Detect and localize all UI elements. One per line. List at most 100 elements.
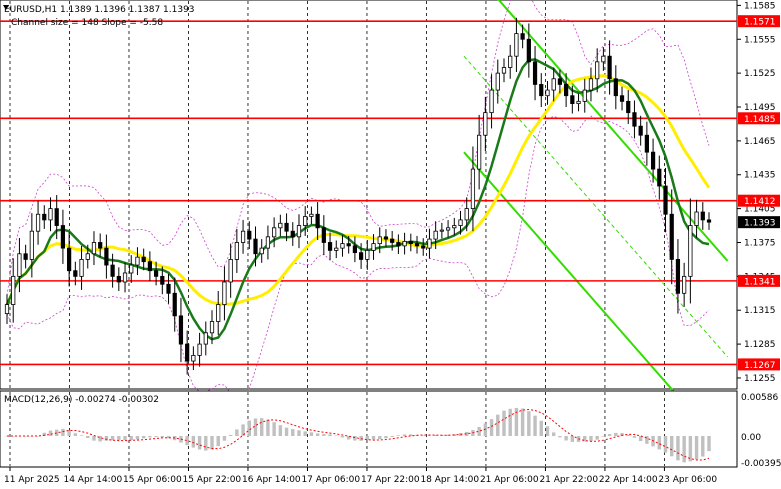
candle-body bbox=[365, 249, 370, 260]
candle-body bbox=[520, 33, 525, 40]
level-badge bbox=[738, 274, 780, 287]
candle-body bbox=[191, 354, 196, 362]
candle-body bbox=[29, 230, 34, 260]
candle-body bbox=[439, 229, 444, 232]
price-axis: 1.1585 1.1555 1.1525 1.1495 1.1465 1.1435 1.14… bbox=[737, 1, 776, 384]
macd-bar bbox=[92, 436, 96, 441]
candle-body bbox=[383, 236, 389, 240]
candle-body bbox=[42, 213, 47, 221]
macd-bar bbox=[328, 434, 332, 436]
macd-bar bbox=[104, 436, 109, 441]
macd-bar bbox=[670, 436, 674, 457]
macd-bar bbox=[514, 408, 519, 436]
macd-bar bbox=[315, 433, 320, 436]
y-tick-label: 1.1495 bbox=[744, 103, 776, 113]
candle-body bbox=[296, 225, 302, 238]
macd-bar bbox=[539, 420, 543, 436]
candle-body bbox=[650, 151, 656, 170]
macd-bar bbox=[520, 408, 525, 436]
y-tick-label: 1.1375 bbox=[744, 238, 776, 248]
price-panel: 1.1585 1.1555 1.1525 1.1495 1.1465 1.1435 1.14… bbox=[0, 0, 780, 454]
macd-bar bbox=[141, 436, 146, 439]
candle-body bbox=[178, 315, 184, 345]
candle-body bbox=[253, 238, 258, 255]
candle-body bbox=[619, 95, 625, 102]
macd-bar bbox=[266, 419, 270, 436]
candle-body bbox=[582, 89, 587, 102]
candle-body bbox=[160, 275, 165, 285]
macd-bar bbox=[657, 436, 662, 450]
macd-bar bbox=[663, 436, 668, 453]
candle-body bbox=[352, 245, 358, 254]
candle-body bbox=[358, 252, 364, 260]
candle-body bbox=[216, 304, 221, 322]
level-badge-label: 1.1412 bbox=[744, 197, 776, 207]
macd-plot-area bbox=[0, 390, 738, 468]
candle-body bbox=[11, 275, 16, 305]
macd-bar bbox=[421, 435, 425, 437]
candle-body bbox=[576, 100, 581, 105]
price-plot-area bbox=[0, 0, 738, 390]
macd-bar bbox=[42, 432, 46, 436]
macd-bar bbox=[340, 436, 345, 438]
candle-body bbox=[290, 230, 295, 238]
macd-signal-line bbox=[7, 408, 710, 461]
macd-bar bbox=[148, 436, 152, 438]
candle-body bbox=[427, 238, 432, 249]
macd-bar bbox=[61, 428, 65, 436]
candle-body bbox=[272, 227, 277, 238]
candle-body bbox=[539, 84, 544, 97]
symbol-header: EURUSD,H1 1.1389 1.1396 1.1387 1.1393 bbox=[4, 5, 195, 15]
candle-body bbox=[110, 264, 115, 277]
collapse-triangle-icon[interactable] bbox=[3, 5, 9, 10]
candle-body bbox=[458, 219, 463, 226]
macd-bar bbox=[228, 434, 233, 436]
macd-bar bbox=[86, 436, 90, 439]
candle-body bbox=[259, 247, 264, 255]
channel-upper-line bbox=[497, 0, 729, 262]
y-tick-label: 1.1255 bbox=[744, 374, 776, 384]
level-badge-label: 1.1571 bbox=[744, 18, 776, 28]
macd-bar bbox=[508, 408, 512, 436]
macd-bar bbox=[129, 436, 133, 441]
y-tick-label: 1.1585 bbox=[744, 1, 776, 11]
candle-body bbox=[390, 238, 395, 243]
macd-bar bbox=[117, 436, 121, 441]
macd-bar bbox=[601, 436, 606, 437]
macd-bar bbox=[297, 430, 301, 436]
macd-bar bbox=[489, 419, 494, 436]
candle-body bbox=[669, 213, 674, 260]
macd-bar bbox=[371, 436, 376, 440]
candle-body bbox=[638, 125, 643, 136]
macd-bar bbox=[67, 430, 71, 436]
candle-body bbox=[153, 270, 159, 277]
macd-bar bbox=[197, 436, 202, 450]
macd-tick-top: 0.00586 bbox=[741, 393, 778, 403]
candle-body bbox=[60, 225, 66, 249]
macd-bar bbox=[185, 436, 189, 446]
candle-body bbox=[688, 225, 693, 277]
bollinger-lower bbox=[6, 115, 710, 403]
macd-bar bbox=[291, 429, 295, 436]
macd-bar bbox=[303, 431, 307, 436]
macd-tick-bottom: -0.00395 bbox=[741, 459, 781, 469]
level-badge-label: 1.1267 bbox=[744, 361, 776, 371]
macd-bar bbox=[346, 436, 351, 440]
macd-bar bbox=[11, 436, 15, 437]
candle-body bbox=[17, 253, 22, 277]
x-tick-label: 21 Apr 22:00 bbox=[539, 475, 598, 485]
candle-body bbox=[116, 275, 121, 283]
candle-body bbox=[203, 332, 208, 345]
candle-body bbox=[601, 55, 606, 63]
macd-bar bbox=[210, 436, 214, 450]
macd-bar bbox=[645, 436, 649, 444]
macd-bar bbox=[632, 436, 637, 438]
level-badge-label: 1.1341 bbox=[744, 277, 776, 287]
x-tick-label: 23 Apr 06:00 bbox=[658, 475, 717, 485]
macd-bar bbox=[160, 436, 165, 438]
macd-tick-zero: 0.00 bbox=[741, 433, 761, 443]
candle-body bbox=[477, 134, 482, 170]
candle-body bbox=[197, 343, 202, 356]
y-tick-label: 1.1555 bbox=[744, 35, 776, 45]
